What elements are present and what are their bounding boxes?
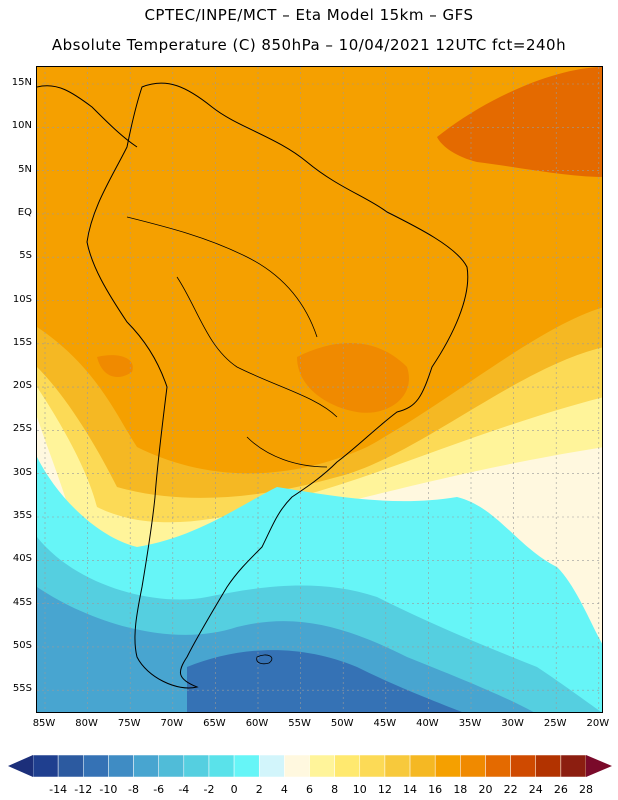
lat-label: 55S xyxy=(12,683,32,695)
colorbar-swatch xyxy=(57,754,84,778)
colorbar-label: 16 xyxy=(428,783,443,796)
colorbar-swatch xyxy=(409,754,436,778)
temperature-field xyxy=(37,67,602,712)
lon-label: 65W xyxy=(203,718,226,729)
colorbar-label: -6 xyxy=(153,783,165,796)
hot-spot-pacific xyxy=(97,355,133,377)
colorbar-swatch xyxy=(83,754,109,778)
falkland-islands xyxy=(256,654,273,665)
lat-label: 5S xyxy=(19,250,32,262)
lat-label: 5N xyxy=(18,163,32,175)
lat-label: 35S xyxy=(12,510,32,521)
colorbar-swatch xyxy=(334,754,361,778)
colorbar-label: -12 xyxy=(74,783,93,796)
colorbar-swatch xyxy=(359,754,386,778)
lon-label: 70W xyxy=(160,718,184,729)
colorbar-swatch xyxy=(384,754,411,778)
colorbar-label: 20 xyxy=(478,783,493,796)
colorbar-label: 28 xyxy=(579,783,593,796)
colorbar-label: 24 xyxy=(528,783,543,796)
lat-label: 20S xyxy=(12,380,32,392)
south-america-coastline xyxy=(86,82,469,689)
colorbar-label: 6 xyxy=(306,783,313,796)
lat-label: 15N xyxy=(11,77,32,88)
colorbar-swatch xyxy=(233,754,260,778)
lat-label: 15S xyxy=(12,336,32,348)
lat-label: 50S xyxy=(12,639,32,651)
colorbar-swatch xyxy=(208,754,235,778)
lat-label: 25S xyxy=(12,423,32,435)
colorbar-label: 12 xyxy=(377,783,392,796)
colorbar-label: 10 xyxy=(352,783,367,796)
colorbar-swatch xyxy=(309,754,335,778)
colorbar-label: 14 xyxy=(403,783,418,796)
colorbar-label: 0 xyxy=(230,783,238,796)
colorbar-swatch xyxy=(460,754,486,778)
colorbar-swatch xyxy=(158,754,185,778)
colorbar-swatch xyxy=(32,754,59,778)
lon-label: 20W xyxy=(586,718,610,729)
country-borders xyxy=(126,216,338,468)
colorbar-label: 26 xyxy=(553,783,568,796)
colorbar-swatch xyxy=(535,754,562,778)
colorbar-label: 18 xyxy=(453,783,468,796)
lat-label: 10S xyxy=(12,293,32,305)
colorbar-high-arrow xyxy=(586,755,612,777)
lon-label: 85W xyxy=(32,718,56,729)
lat-label: 45S xyxy=(12,596,32,608)
lon-label: 80W xyxy=(75,718,98,729)
colorbar-label: -4 xyxy=(178,783,190,796)
central-america-coastline xyxy=(37,85,138,148)
colorbar-swatch xyxy=(485,754,511,778)
lon-label: 35W xyxy=(458,718,482,729)
lon-label: 60W xyxy=(245,718,269,729)
colorbar-label: -10 xyxy=(99,783,118,796)
colorbar-swatch xyxy=(284,754,310,778)
lat-label: 30S xyxy=(12,466,32,478)
lat-label: 10N xyxy=(11,120,32,132)
hot-spot-brazil xyxy=(297,343,409,413)
lon-label: 30W xyxy=(501,718,524,729)
map-title: CPTEC/INPE/MCT – Eta Model 15km – GFS xyxy=(144,6,474,24)
colorbar-swatch xyxy=(560,754,587,778)
temperature-colorbar xyxy=(8,754,612,778)
lon-label: 75W xyxy=(117,718,141,729)
colorbar-label: 4 xyxy=(280,783,288,796)
cold-region-minus10 xyxy=(187,650,462,712)
lon-label: 55W xyxy=(288,718,311,729)
colorbar-label: -2 xyxy=(203,783,215,796)
lat-label: 40S xyxy=(12,553,32,565)
hot-region-22 xyxy=(437,67,602,177)
temperature-map xyxy=(36,66,603,713)
colorbar-label: 8 xyxy=(331,783,339,796)
colorbar-swatch xyxy=(258,754,285,778)
lat-label: EQ xyxy=(17,206,32,218)
colorbar-label: -8 xyxy=(128,783,140,796)
colorbar-label: 2 xyxy=(255,783,263,796)
colorbar-low-arrow xyxy=(8,755,33,777)
lon-label: 50W xyxy=(330,718,354,729)
lon-label: 25W xyxy=(543,718,567,729)
lon-label: 40W xyxy=(416,718,439,729)
colorbar-swatch xyxy=(434,754,461,778)
colorbar-swatch xyxy=(183,754,210,778)
colorbar-label: 22 xyxy=(503,783,518,796)
colorbar-swatch xyxy=(510,754,536,778)
colorbar-label: -14 xyxy=(49,783,68,796)
colorbar-swatch xyxy=(108,754,134,778)
colorbar-swatch xyxy=(133,754,159,778)
map-subtitle: Absolute Temperature (C) 850hPa – 10/04/… xyxy=(51,36,567,54)
lon-label: 45W xyxy=(373,718,397,729)
